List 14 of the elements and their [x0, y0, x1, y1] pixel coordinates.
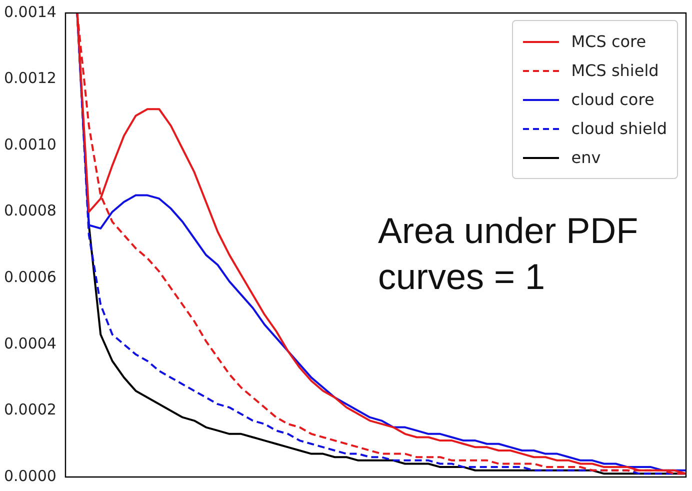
legend-label: cloud shield [571, 119, 667, 138]
y-tick-label: 0.0006 [4, 268, 56, 286]
y-tick-label: 0.0010 [4, 135, 56, 154]
legend-label: cloud core [571, 90, 654, 109]
y-tick-label: 0.0000 [4, 466, 56, 485]
y-tick-label: 0.0008 [4, 202, 56, 220]
legend-label: MCS shield [571, 61, 659, 80]
y-tick-label: 0.0002 [4, 400, 56, 419]
legend-label: env [571, 148, 601, 167]
y-tick-label: 0.0014 [4, 2, 56, 21]
annotation: Area under PDF curves = 1 [378, 209, 640, 299]
legend-label: MCS core [571, 32, 646, 51]
y-tick-label: 0.0012 [4, 69, 56, 88]
y-tick-label: 0.0004 [4, 334, 56, 352]
